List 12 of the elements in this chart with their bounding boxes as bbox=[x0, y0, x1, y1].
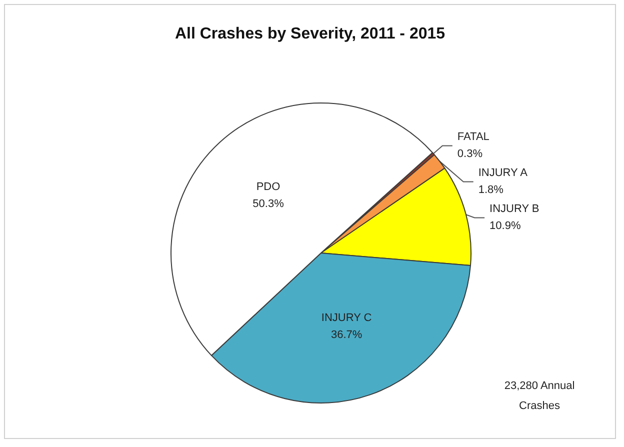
chart-title: All Crashes by Severity, 2011 - 2015 bbox=[174, 26, 446, 42]
slice-label: INJURY A bbox=[478, 167, 528, 180]
slice-label: INJURY C bbox=[321, 312, 372, 324]
slice-label: PDO bbox=[256, 181, 281, 194]
slice-label: FATAL bbox=[457, 131, 490, 144]
text: 23,280 Annual Crashes bbox=[504, 380, 575, 412]
data-label: 1.8% bbox=[478, 184, 504, 196]
data-label: 36.7% bbox=[330, 329, 362, 342]
data-label: 0.3% bbox=[457, 148, 483, 160]
data-label: 10.9% bbox=[490, 220, 521, 232]
slice-label: INJURY B bbox=[490, 203, 540, 216]
data-label: 50.3% bbox=[252, 198, 284, 210]
